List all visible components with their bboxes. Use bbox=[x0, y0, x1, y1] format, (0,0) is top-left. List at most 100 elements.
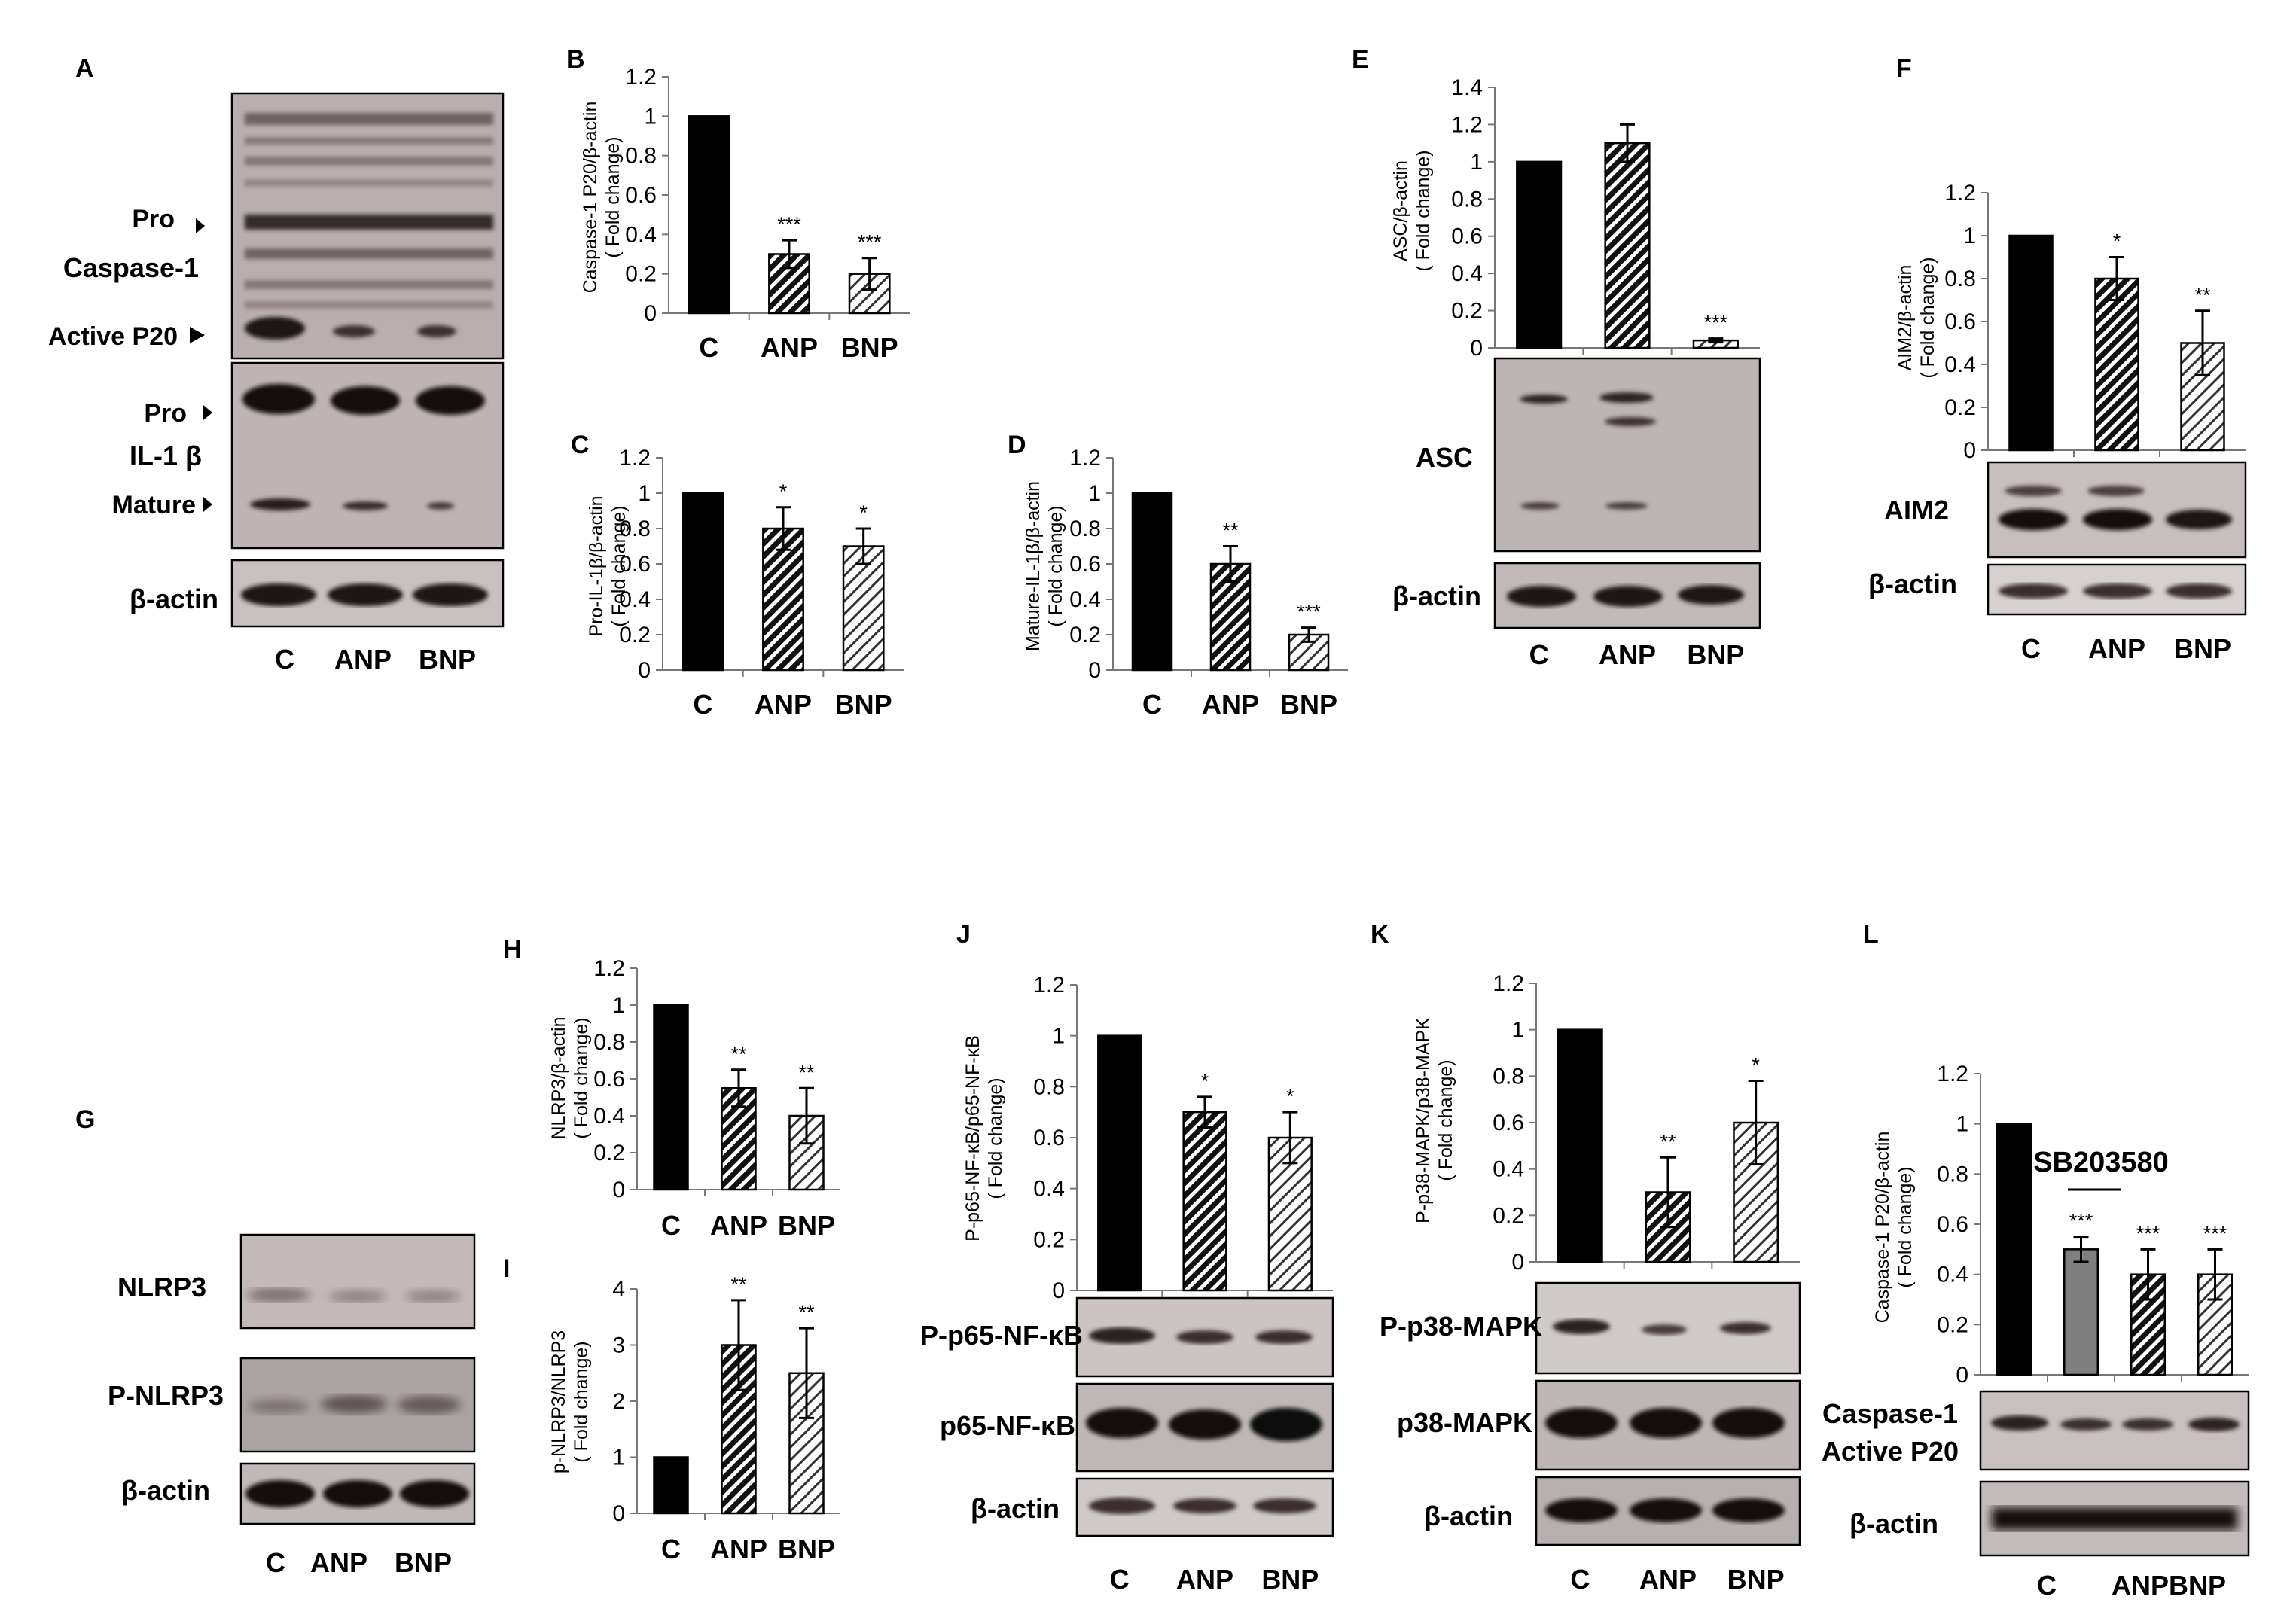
category-label: C bbox=[699, 332, 718, 363]
y-tick-label: 0.4 bbox=[1069, 587, 1101, 612]
significance-label: *** bbox=[858, 231, 882, 254]
label-mature: Mature bbox=[112, 491, 196, 519]
lane-anpbnp-l: ANPBNP bbox=[2112, 1570, 2226, 1601]
chart-f: F 0 0.2 0.4 0.6 0.8 1 1.2 AIM2/β-actin( Fold cha… bbox=[1895, 54, 2246, 664]
label-caspase-l: Caspase-1 bbox=[1822, 1398, 1958, 1429]
significance-label: * bbox=[779, 480, 788, 503]
significance-label: ** bbox=[1660, 1130, 1676, 1153]
y-axis-label: NLRP3/β-actin( Fold change) bbox=[548, 1016, 592, 1139]
category-label: ANP bbox=[710, 1210, 767, 1241]
y-tick-label: 1 bbox=[1052, 1024, 1065, 1049]
significance-label: *** bbox=[1704, 312, 1728, 334]
arrow-mature bbox=[203, 497, 212, 512]
chart-j: J 0 0.2 0.4 0.6 0.8 1 1.2 P-p65-NF-κB/p65-NF-κB(… bbox=[956, 920, 1333, 1595]
bar-c bbox=[1996, 1123, 2032, 1376]
label-actin-k: β-actin bbox=[1424, 1501, 1513, 1531]
caspase-1-bands bbox=[245, 113, 493, 340]
y-tick-label: 0.8 bbox=[625, 144, 657, 169]
y-tick-label: 0.8 bbox=[1033, 1074, 1065, 1099]
y-tick-label: 0.2 bbox=[1937, 1312, 1968, 1337]
y-tick-label: 1.2 bbox=[1033, 973, 1065, 998]
significance-label: *** bbox=[777, 213, 801, 236]
y-tick-label: 0.2 bbox=[625, 262, 657, 287]
bar-c bbox=[1516, 160, 1563, 349]
y-axis-label: Mature-IL-1β/β-actin( Fold change) bbox=[1023, 481, 1066, 651]
y-tick-label: 0.8 bbox=[1069, 516, 1101, 541]
lane-anp-a: ANP bbox=[334, 644, 392, 675]
category-label: ANP bbox=[710, 1534, 767, 1565]
bar-c bbox=[1097, 1034, 1142, 1292]
panel-letter-k: K bbox=[1371, 920, 1389, 949]
y-tick-label: 3 bbox=[612, 1333, 625, 1358]
y-tick-label: 0.8 bbox=[1493, 1064, 1524, 1089]
bar-c bbox=[653, 1456, 689, 1515]
bar-c bbox=[1131, 492, 1173, 672]
label-pro-il1b: Pro bbox=[144, 399, 187, 428]
y-tick-label: 1.2 bbox=[1493, 971, 1524, 996]
category-label: ANP bbox=[761, 332, 818, 363]
panel-j-blots: P-p65-NF-κB p65-NF-κB β-actin bbox=[920, 1296, 1334, 1537]
y-tick-label: 0.4 bbox=[619, 587, 651, 612]
y-tick-label: 0.8 bbox=[593, 1030, 625, 1055]
asc-blot bbox=[1493, 357, 1761, 553]
significance-label: ** bbox=[798, 1061, 815, 1083]
significance-label: *** bbox=[2203, 1222, 2227, 1245]
y-tick-label: 1 bbox=[1956, 1112, 1968, 1137]
y-tick-label: 1.4 bbox=[1451, 75, 1483, 100]
y-tick-label: 0.6 bbox=[619, 552, 651, 577]
lane-c-a: C bbox=[275, 644, 294, 675]
arrow-active-p20 bbox=[190, 327, 205, 343]
y-tick-label: 1 bbox=[638, 481, 651, 506]
panel-letter-h: H bbox=[503, 935, 522, 964]
label-actin-f: β-actin bbox=[1868, 568, 1957, 599]
label-aim2: AIM2 bbox=[1884, 495, 1949, 526]
category-label: BNP bbox=[2174, 633, 2231, 664]
il1b-bands bbox=[242, 384, 485, 510]
label-actin-g: β-actin bbox=[121, 1475, 210, 1506]
bar-anp bbox=[2094, 277, 2139, 452]
category-label: BNP bbox=[778, 1210, 835, 1241]
arrow-pro-il1b bbox=[203, 405, 212, 420]
label-actin-l: β-actin bbox=[1849, 1508, 1938, 1539]
y-tick-label: 0.2 bbox=[1451, 299, 1483, 324]
y-tick-label: 1.2 bbox=[1451, 112, 1483, 137]
label-p-nlrp3: P-NLRP3 bbox=[108, 1380, 224, 1411]
panel-a: A bbox=[48, 54, 505, 675]
category-label: BNP bbox=[835, 689, 892, 720]
label-active-p20: Active P20 bbox=[48, 322, 178, 351]
chart-h: H 0 0.2 0.4 0.6 0.8 1 1.2 NLRP3/β-actin( Fold ch… bbox=[503, 935, 840, 1241]
chart-d: D 0 0.2 0.4 0.6 0.8 1 1.2Mature-IL-1β/β-actin( … bbox=[1008, 431, 1348, 720]
bar-c bbox=[688, 115, 730, 315]
label-caspase-1: Caspase-1 bbox=[63, 252, 199, 283]
y-tick-label: 1 bbox=[1088, 481, 1101, 506]
category-label: C bbox=[1142, 689, 1162, 720]
y-tick-label: 0.2 bbox=[593, 1141, 625, 1165]
y-tick-label: 0.8 bbox=[619, 516, 651, 541]
category-label: BNP bbox=[778, 1534, 835, 1565]
y-tick-label: 0 bbox=[612, 1501, 625, 1526]
y-tick-label: 0.6 bbox=[1944, 309, 1976, 334]
y-tick-label: 0.6 bbox=[593, 1067, 625, 1092]
y-axis-label: p-NLRP3/NLRP3( Fold change) bbox=[548, 1330, 592, 1473]
y-tick-label: 0.2 bbox=[1493, 1203, 1524, 1228]
y-tick-label: 0.6 bbox=[1451, 224, 1483, 249]
category-label: ANP bbox=[1599, 639, 1656, 670]
panel-f-blots: AIM2 β-actin bbox=[1868, 461, 2247, 616]
y-tick-label: 2 bbox=[612, 1389, 625, 1414]
arrow-pro-caspase bbox=[196, 218, 205, 233]
panel-letter-e: E bbox=[1352, 45, 1369, 74]
category-label: C bbox=[1110, 1564, 1130, 1595]
y-axis-label: ASC/β-actin( Fold change) bbox=[1390, 150, 1434, 271]
y-tick-label: 0.4 bbox=[1451, 261, 1483, 286]
y-axis-label: P-p38-MAPK/p38-MAPK( Fold change) bbox=[1413, 1017, 1456, 1223]
panel-letter-a: A bbox=[75, 54, 94, 83]
y-tick-label: 0.6 bbox=[625, 183, 657, 208]
category-label: ANP bbox=[755, 689, 812, 720]
panel-letter-g: G bbox=[75, 1105, 95, 1134]
y-tick-label: 0.4 bbox=[1493, 1157, 1524, 1182]
panel-letter-d: D bbox=[1008, 431, 1026, 459]
category-label: ANP bbox=[1202, 689, 1259, 720]
panel-e-blots: ASC β-actin bbox=[1392, 357, 1761, 629]
significance-label: * bbox=[1201, 1070, 1209, 1092]
